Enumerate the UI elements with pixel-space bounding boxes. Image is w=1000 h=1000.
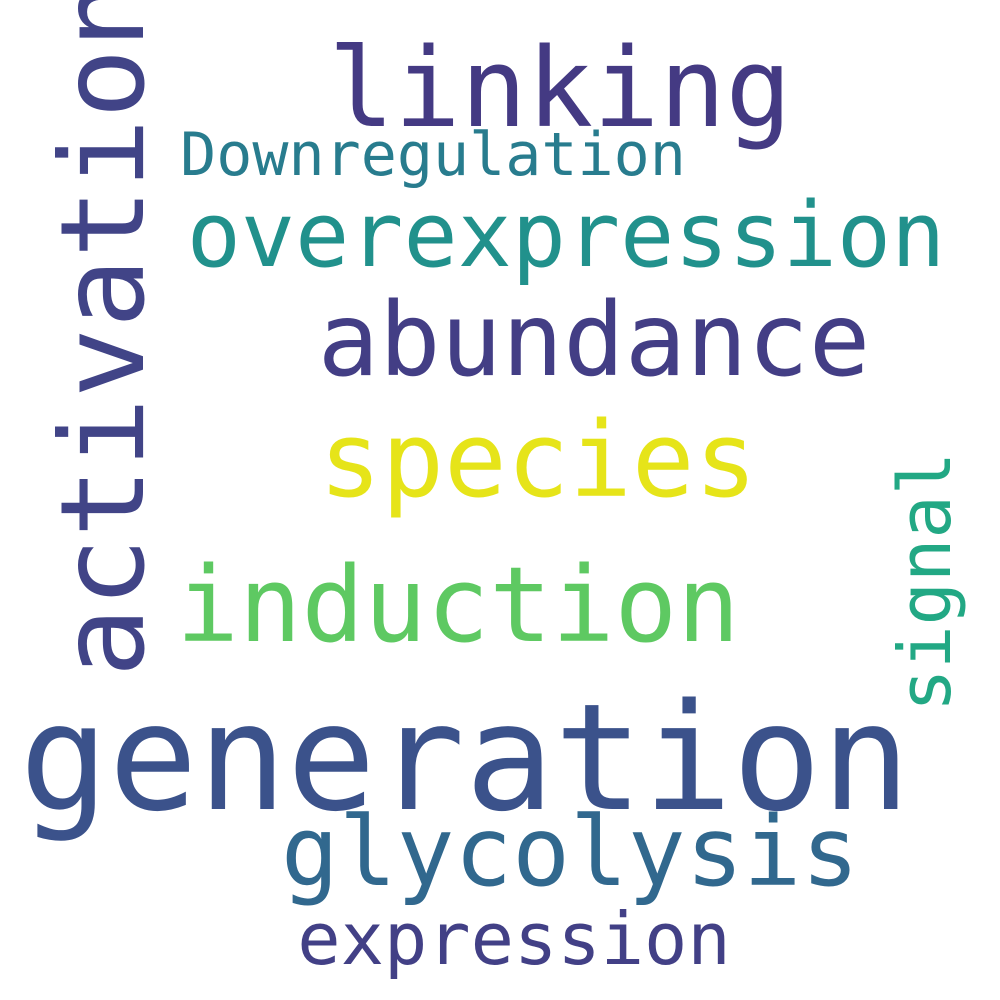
word-downregulation: Downregulation	[180, 120, 686, 190]
word-signal: signal	[883, 451, 967, 713]
word-glycolysis: glycolysis	[281, 796, 859, 908]
word-abundance: abundance	[317, 281, 871, 400]
word-induction: induction	[176, 544, 740, 666]
word-species: species	[318, 399, 758, 521]
word-expression: expression	[297, 897, 731, 981]
word-linking: linking	[328, 24, 792, 152]
word-activation: activation	[36, 0, 171, 678]
word-overexpression: overexpression	[186, 183, 946, 288]
word-generation: generation	[19, 672, 911, 844]
